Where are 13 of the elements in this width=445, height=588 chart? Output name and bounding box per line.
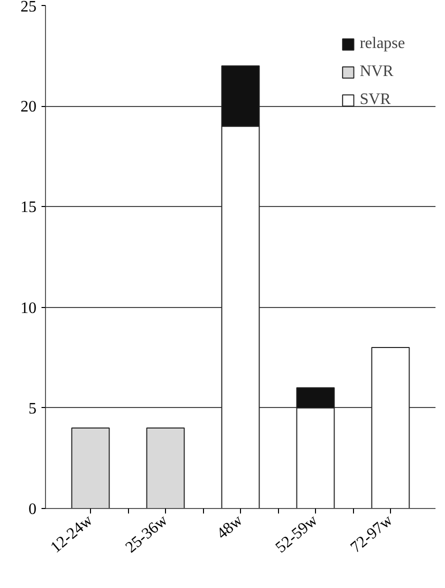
y-tick-label: 5 (28, 400, 36, 418)
bar (146, 428, 185, 508)
legend-label: NVR (360, 63, 394, 81)
bar (71, 428, 110, 508)
y-tick-label: 15 (20, 199, 36, 216)
legend-label: relapse (360, 35, 405, 53)
y-tick-label: 10 (20, 300, 36, 317)
y-tick-label: 20 (20, 98, 36, 116)
legend-label: SVR (360, 91, 391, 109)
y-tick-label: 25 (20, 0, 36, 16)
x-tick-label: 48w (214, 512, 246, 543)
y-tick-label: 0 (28, 501, 36, 518)
bar (371, 347, 410, 508)
